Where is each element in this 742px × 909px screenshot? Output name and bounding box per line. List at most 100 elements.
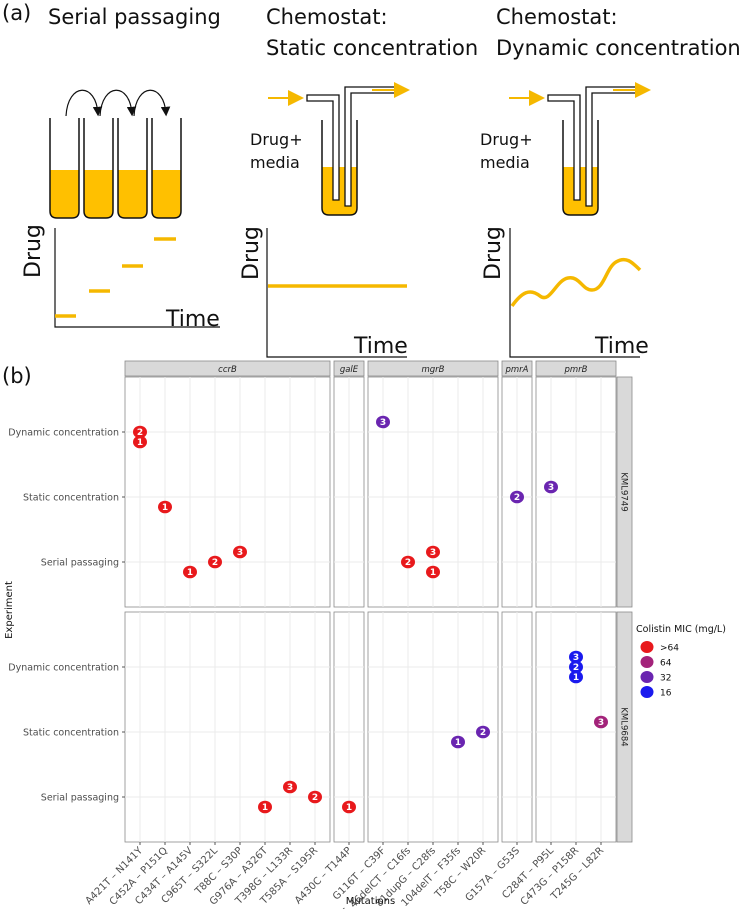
point-label: 3 <box>237 548 243 558</box>
legend-swatch <box>640 686 654 698</box>
drug-steps <box>55 237 176 318</box>
inflow-pipe <box>306 94 340 201</box>
axis-label: Time <box>353 334 408 359</box>
point <box>451 735 465 749</box>
legend-label: >64 <box>660 644 679 654</box>
panel-b: (b) ccrB galE mgrB pmrA pmrB KML9749 Dynamic c… <box>2 360 726 909</box>
facet-panel <box>124 376 331 608</box>
inflow-label: Drug+ <box>250 130 303 149</box>
scheme-title: Chemostat: <box>496 5 618 29</box>
point-label: 3 <box>598 718 604 728</box>
medium <box>118 170 147 218</box>
point-label: 1 <box>573 673 579 683</box>
facet-strip <box>124 360 331 377</box>
point-label: 2 <box>405 558 411 568</box>
point-label: 3 <box>430 548 436 558</box>
point-label: 1 <box>455 738 461 748</box>
facet-label: ccrB <box>218 365 237 375</box>
facet-label: mgrB <box>421 365 444 375</box>
point <box>569 660 583 674</box>
point <box>258 800 272 814</box>
point <box>401 555 415 569</box>
vessel <box>151 118 182 219</box>
facet-label: pmrA <box>505 365 529 375</box>
vessel <box>83 118 114 219</box>
facet-strip <box>616 611 633 843</box>
scheme-title: Serial passaging <box>48 5 221 29</box>
point-label: 2 <box>312 793 318 803</box>
point-label: 1 <box>162 503 168 513</box>
point <box>158 500 172 514</box>
point-label: 1 <box>187 568 193 578</box>
point-label: 2 <box>573 663 579 673</box>
point-label: 1 <box>137 438 143 448</box>
legend-label: 16 <box>660 689 672 699</box>
panel-label: (b) <box>2 364 32 388</box>
point-label: 3 <box>548 483 554 493</box>
scheme-title: Static concentration <box>266 36 478 60</box>
medium <box>84 170 113 218</box>
facet-strip <box>501 360 533 377</box>
axis-label: Drug <box>21 224 46 278</box>
point <box>183 565 197 579</box>
point-label: 1 <box>346 803 352 813</box>
tubes <box>49 82 651 219</box>
scheme-title: Dynamic concentration <box>496 36 741 60</box>
legend-label: 32 <box>660 674 671 684</box>
inflow-pipe <box>547 94 581 201</box>
point-label: 2 <box>480 728 486 738</box>
facet-strip <box>616 376 633 608</box>
point-label: 2 <box>514 493 520 503</box>
y-tick-label: Serial passaging <box>41 558 119 569</box>
medium <box>50 170 79 218</box>
point <box>569 650 583 664</box>
axis-label: Time <box>594 334 649 359</box>
transfer-arrows <box>65 89 171 117</box>
point <box>133 435 147 449</box>
inflow-label: media <box>480 153 530 172</box>
point-label: 1 <box>430 568 436 578</box>
panel-a: (a) Serial passaging Chemostat: Static c… <box>2 1 741 359</box>
point-label: 3 <box>573 653 579 663</box>
point-label: 1 <box>262 803 268 813</box>
scheme-title: Chemostat: <box>266 5 388 29</box>
facet-panel <box>124 611 331 843</box>
facet-label: galE <box>340 365 359 375</box>
inflow-label: media <box>250 153 300 172</box>
panel-label: (a) <box>2 1 31 25</box>
point <box>133 425 147 439</box>
axis <box>54 228 220 328</box>
y-tick-label: Dynamic concentration <box>8 428 119 439</box>
point <box>208 555 222 569</box>
x-axis-title: Mutations <box>346 896 395 907</box>
y-tick-label: Static concentration <box>23 493 119 504</box>
point <box>510 490 524 504</box>
legend-title: Colistin MIC (mg/L) <box>636 624 726 635</box>
point <box>544 480 558 494</box>
point <box>342 800 356 814</box>
point-label: 3 <box>380 418 386 428</box>
drug-level <box>510 257 642 308</box>
axis <box>509 228 640 358</box>
legend-swatch <box>640 641 654 653</box>
point <box>476 725 490 739</box>
facet-label: KML9684 <box>619 707 629 746</box>
legend-swatch <box>640 656 654 668</box>
axis-label: Time <box>165 307 220 332</box>
y-tick-label: Static concentration <box>23 728 119 739</box>
medium <box>152 170 181 218</box>
facet-strip <box>367 360 499 377</box>
point <box>426 545 440 559</box>
point-label: 2 <box>137 428 143 438</box>
y-tick-label: Dynamic concentration <box>8 663 119 674</box>
legend-swatch <box>640 671 654 683</box>
point <box>426 565 440 579</box>
facet-strip <box>535 360 617 377</box>
legend-label: 64 <box>660 659 672 669</box>
point <box>594 715 608 729</box>
facet-label: pmrB <box>563 365 587 375</box>
vessel <box>117 118 148 219</box>
facet-strip <box>333 360 365 377</box>
point <box>308 790 322 804</box>
